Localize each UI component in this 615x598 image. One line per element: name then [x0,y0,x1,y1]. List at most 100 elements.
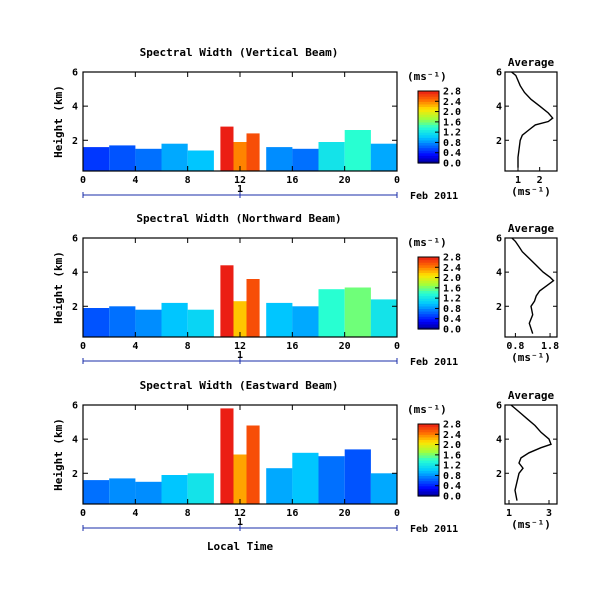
heatmap-cell [135,481,162,504]
colorbar-segment [418,305,439,310]
panel-title: Spectral Width (Northward Beam) [136,212,341,225]
colorbar-segment [418,300,439,304]
colorbar-segment [418,114,439,118]
colorbar-segment [418,449,439,453]
date-label: Feb 2011 [410,524,458,535]
average-profile-line [511,71,554,168]
average-profile-line [510,404,552,501]
heatmap-cell [220,408,234,504]
colorbar-tick-label: 1.2 [443,294,461,305]
heatmap-cell [135,148,162,171]
heatmap-cell [233,301,247,337]
heatmap-cell [292,148,319,171]
average-y-tick-label: 6 [496,234,502,245]
average-y-tick-label: 2 [496,302,502,313]
colorbar-segment [418,429,439,433]
average-y-tick-label: 4 [496,435,502,446]
y-axis-label: Height (km) [52,251,65,324]
colorbar-segment [418,452,439,456]
colorbar-segment [418,431,439,435]
heatmap-cell [370,299,397,337]
x-tick-label: 0 [394,508,400,519]
average-x-tick-label: 2 [537,175,543,186]
colorbar-segment [418,311,439,315]
colorbar-segment [418,106,439,110]
colorbar-segment [418,321,439,325]
average-y-tick-label: 6 [496,68,502,79]
heatmap-cell [161,475,188,504]
colorbar-segment [418,121,439,126]
colorbar-tick-label: 2.4 [443,97,461,108]
colorbar-segment [418,478,439,482]
colorbar-tick-label: 0.8 [443,304,461,315]
colorbar-segment [418,257,439,261]
colorbar-segment [418,287,439,292]
colorbar-segment [418,308,439,312]
x-tick-label: 16 [286,508,298,519]
average-title: Average [508,56,555,69]
colorbar-segment [418,454,439,459]
x-tick-label: 0 [394,341,400,352]
heatmap-cell [318,456,345,504]
average-y-tick-label: 4 [496,102,502,113]
x-tick-label: 16 [286,175,298,186]
colorbar-tick-label: 0.8 [443,138,461,149]
colorbar-segment [418,424,439,428]
average-y-tick-label: 4 [496,268,502,279]
date-ruler-day-label: 1 [237,350,243,361]
average-profile-line [511,237,555,334]
colorbar-segment [418,442,439,446]
y-tick-label: 2 [72,469,78,480]
northward-beam-average-panel: Average 2 4 6 0.8 1.8(ms⁻¹) [496,222,559,364]
date-ruler-day-label: 1 [237,517,243,528]
heatmap-cell [292,306,319,337]
heatmap-cell [292,452,319,504]
colorbar-tick-label: 2.4 [443,263,461,274]
colorbar-title: (ms⁻¹) [407,70,447,83]
colorbar-segment [418,326,439,330]
heatmap-cell [266,147,293,171]
colorbar-frame [417,423,440,497]
colorbar-segment [418,98,439,102]
colorbar-segment [418,272,439,276]
average-x-tick-label: 3 [546,508,552,519]
colorbar-segment [418,460,439,464]
y-tick-label: 4 [72,268,78,279]
colorbar-segment [418,150,439,154]
colorbar-tick-label: 2.8 [443,420,461,431]
vertical-beam-heatmap-panel: Spectral Width (Vertical Beam)0 4 8 12 16 20 0… [52,46,461,202]
colorbar-tick-label: 0.8 [443,471,461,482]
x-tick-label: 4 [132,508,138,519]
y-tick-label: 6 [72,234,78,245]
y-axis-label: Height (km) [52,418,65,491]
colorbar-segment [418,119,439,123]
heatmap-cell [161,302,188,337]
colorbar-segment [418,142,439,146]
x-tick-label: 20 [339,175,351,186]
heatmap-cell [220,265,234,337]
colorbar-segment [418,96,439,100]
colorbar-segment [418,295,439,299]
colorbar-segment [418,132,439,136]
colorbar-segment [418,139,439,144]
x-tick-label: 12 [234,175,246,186]
colorbar-segment [418,280,439,284]
x-axis-label: Local Time [207,540,274,553]
heatmap-cell [233,454,247,504]
colorbar-segment [418,155,439,159]
y-tick-label: 4 [72,435,78,446]
colorbar-tick-label: 2.0 [443,440,461,451]
average-y-tick-label: 2 [496,469,502,480]
colorbar-tick-label: 1.6 [443,450,461,461]
colorbar-segment [418,490,439,495]
heatmap-cell [344,449,371,504]
colorbar-segment [418,157,439,162]
x-tick-label: 4 [132,341,138,352]
x-tick-label: 0 [80,341,86,352]
x-tick-label: 20 [339,341,351,352]
y-tick-label: 2 [72,136,78,147]
y-tick-label: 4 [72,102,78,113]
average-title: Average [508,222,555,235]
